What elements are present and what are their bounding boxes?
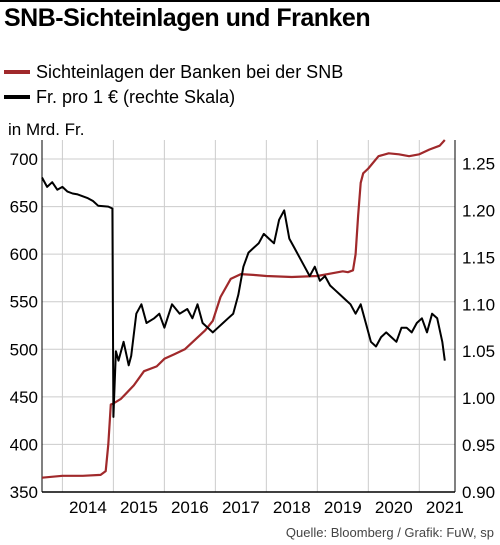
y-left-tick-label: 450 [10, 388, 38, 407]
series-line-franken [41, 177, 446, 418]
legend-item-sichteinlagen: Sichteinlagen der Banken bei der SNB [4, 61, 343, 83]
y-left-tick-label: 500 [10, 340, 38, 359]
y-right-tick-label: 1.20 [462, 201, 495, 220]
series-line-sichteinlagen [41, 139, 446, 479]
source-note: Quelle: Bloomberg / Grafik: FuW, sp [285, 525, 494, 540]
x-tick-label: 2020 [375, 498, 413, 517]
x-tick-label: 2017 [222, 498, 260, 517]
y-right-tick-label: 0.90 [462, 483, 495, 502]
x-tick-label: 2016 [171, 498, 209, 517]
y-right-tick-label: 1.05 [462, 342, 495, 361]
x-tick-label: 2019 [324, 498, 362, 517]
legend-label-sichteinlagen: Sichteinlagen der Banken bei der SNB [36, 61, 344, 82]
y-left-axis-label: in Mrd. Fr. [8, 120, 85, 139]
title-rule [0, 0, 500, 2]
x-tick-label: 2021 [426, 498, 464, 517]
chart-title: SNB-Sichteinlagen und Franken [4, 4, 371, 32]
x-tick-label: 2018 [273, 498, 311, 517]
legend-swatch-franken [4, 95, 30, 99]
x-tick-label: 2015 [120, 498, 158, 517]
legend-label-franken: Fr. pro 1 € (rechte Skala) [36, 86, 236, 107]
y-right-tick-label: 1.00 [462, 389, 495, 408]
y-right-tick-label: 1.25 [462, 154, 495, 173]
y-left-tick-label: 400 [10, 435, 38, 454]
y-left-tick-label: 650 [10, 198, 38, 217]
y-right-tick-label: 0.95 [462, 436, 495, 455]
legend-item-franken: Fr. pro 1 € (rechte Skala) [4, 86, 235, 108]
y-right-tick-label: 1.10 [462, 295, 495, 314]
x-tick-label: 2014 [69, 498, 107, 517]
legend-swatch-sichteinlagen [4, 70, 30, 74]
y-left-tick-label: 350 [10, 483, 38, 502]
y-left-tick-label: 600 [10, 245, 38, 264]
y-left-tick-label: 700 [10, 150, 38, 169]
y-left-tick-label: 550 [10, 293, 38, 312]
y-right-tick-label: 1.15 [462, 248, 495, 267]
